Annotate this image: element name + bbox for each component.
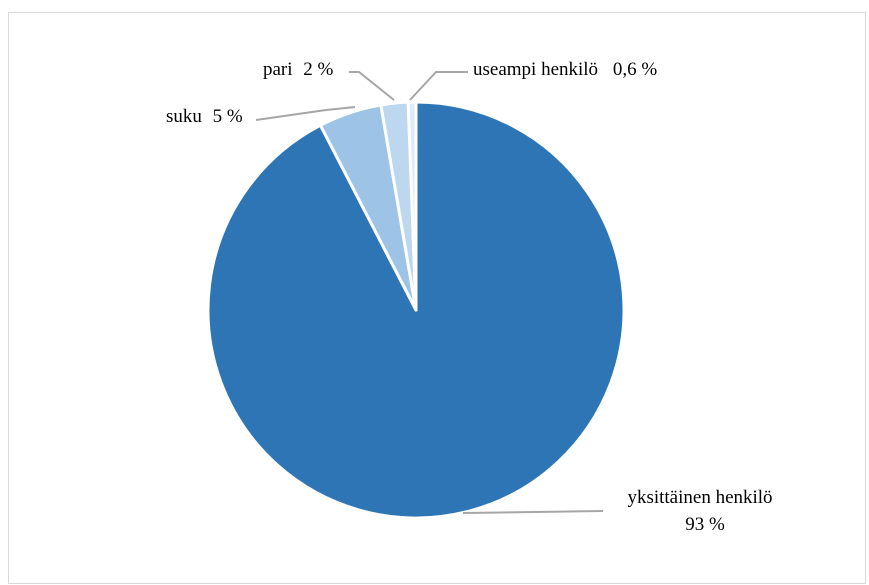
slice-value-suku: 5 %: [213, 106, 243, 127]
slice-label-yksittainen-henkilo: yksittäinen henkilö: [627, 487, 772, 508]
leader-line-suku: [255, 106, 356, 121]
slice-label-pari: pari 2 %: [263, 59, 334, 80]
slice-value-useampi: 0,6 %: [613, 59, 658, 80]
slice-name-suku: suku: [166, 106, 202, 127]
slice-name-yksittainen: yksittäinen henkilö: [627, 487, 772, 508]
leader-line-yksittainen: [462, 510, 604, 514]
pie-slices: [206, 100, 626, 520]
slice-name-pari: pari: [263, 59, 293, 80]
slice-value-yksittainen-henkilo: 93 %: [685, 514, 725, 535]
slice-label-suku: suku 5 %: [166, 106, 243, 127]
leader-lines: [255, 71, 604, 514]
slice-name-useampi: useampi henkilö: [473, 59, 598, 80]
slice-label-useampi-henkilo: useampi henkilö 0,6 %: [473, 59, 657, 80]
slice-value-pari: 2 %: [303, 59, 333, 80]
leader-line-useampi: [409, 71, 468, 101]
leader-line-pari: [349, 71, 395, 101]
slice-labels: yksittäinen henkilö 93 % suku 5 % pari 2…: [166, 59, 773, 535]
pie-slice-useampi-henkilo: [406, 100, 418, 312]
